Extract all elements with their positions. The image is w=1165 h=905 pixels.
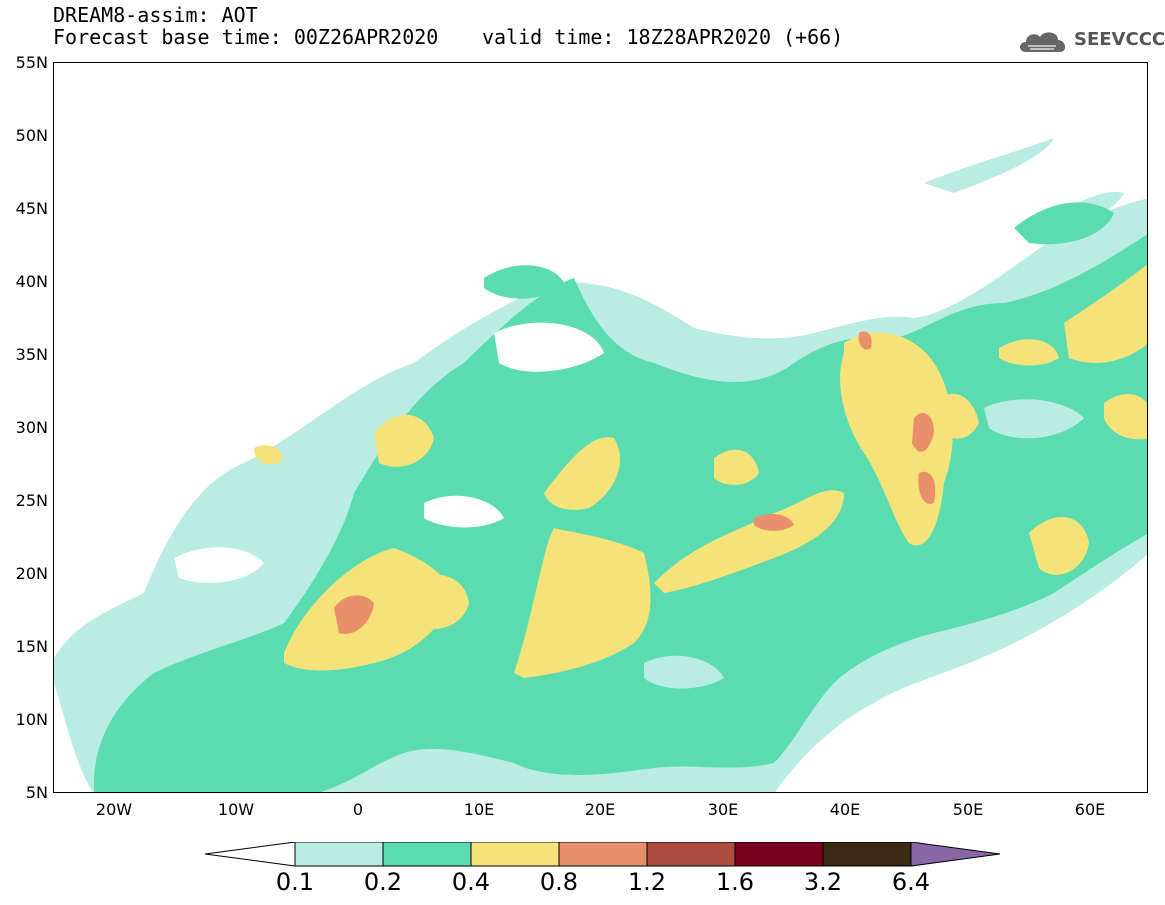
lon-label-10w: 10W xyxy=(217,800,255,819)
cloud-icon xyxy=(1020,32,1066,52)
lon-label-20w: 20W xyxy=(95,800,133,819)
lat-label-45n: 45N xyxy=(15,199,48,218)
aot-band-0.8 xyxy=(918,471,936,504)
colorbar-label: 1.6 xyxy=(715,868,755,896)
colorbar-label: 0.4 xyxy=(451,868,491,896)
aot-band-0.8 xyxy=(912,413,934,452)
lat-label-5n: 5N xyxy=(25,783,48,802)
lon-label-20e: 20E xyxy=(584,800,616,819)
aot-band-0.4 xyxy=(544,437,620,510)
aot-band-0.4 xyxy=(714,449,759,485)
valid-time: valid time: 18Z28APR2020 (+66) xyxy=(482,25,844,49)
colorbar-label: 0.2 xyxy=(363,868,403,896)
aot-band-0.4 xyxy=(654,490,844,593)
aot-band-0.4 xyxy=(1104,394,1147,440)
lat-label-25n: 25N xyxy=(15,491,48,510)
aot-band-0.1 xyxy=(494,322,604,372)
colorbar-segment-above-6.4 xyxy=(910,842,1000,867)
colorbar-label: 3.2 xyxy=(803,868,843,896)
lon-label-10e: 10E xyxy=(463,800,495,819)
colorbar-segment-1.2-1.6 xyxy=(646,842,736,867)
colorbar-segment-0.8-1.2 xyxy=(558,842,648,867)
logo-text: SEEVCCC xyxy=(1074,29,1165,50)
aot-band-0.1 xyxy=(924,138,1054,193)
aot-band-0.4 xyxy=(1029,516,1089,575)
aot-band-0.2 xyxy=(1014,202,1114,245)
lat-label-30n: 30N xyxy=(15,418,48,437)
aot-band-0.1 xyxy=(984,399,1084,439)
aot-band-0.4 xyxy=(514,528,651,678)
colorbar-segment-0.2-0.4 xyxy=(382,842,472,867)
colorbar-label: 1.2 xyxy=(627,868,667,896)
lon-label-30e: 30E xyxy=(707,800,739,819)
aot-band-0.1 xyxy=(644,655,724,689)
aot-band-0.1 xyxy=(424,495,504,528)
aot-band-0.4 xyxy=(934,393,979,439)
colorbar-segment-3.2-6.4 xyxy=(822,842,912,867)
seevccc-logo: SEEVCCC xyxy=(1016,24,1165,58)
lat-label-15n: 15N xyxy=(15,637,48,656)
aot-field xyxy=(54,138,1147,792)
aot-band-0.4 xyxy=(254,445,283,465)
colorbar-label: 6.4 xyxy=(891,868,931,896)
aot-band-0.4 xyxy=(999,339,1059,366)
colorbar-label: 0.1 xyxy=(275,868,315,896)
aot-band-0.8 xyxy=(754,513,794,531)
aot-band-0.4 xyxy=(404,574,469,630)
lat-label-10n: 10N xyxy=(15,710,48,729)
colorbar-label: 0.8 xyxy=(539,868,579,896)
colorbar-segment-0.1-0.2 xyxy=(294,842,384,867)
lon-label-50e: 50E xyxy=(952,800,984,819)
forecast-base-time: Forecast base time: 00Z26APR2020 xyxy=(53,25,439,49)
colorbar-segment-1.6-3.2 xyxy=(734,842,824,867)
aot-band-0.2 xyxy=(484,265,564,299)
lon-label-40e: 40E xyxy=(829,800,861,819)
aot-band-0.1 xyxy=(174,547,264,583)
aot-band-0.8 xyxy=(858,331,872,350)
lon-label-60e: 60E xyxy=(1074,800,1106,819)
aot-map xyxy=(53,62,1148,793)
colorbar-segment-0.4-0.8 xyxy=(470,842,560,867)
lat-label-40n: 40N xyxy=(15,272,48,291)
colorbar-segment-below-0.1 xyxy=(205,842,296,867)
aot-band-0.8 xyxy=(334,595,374,634)
lat-label-35n: 35N xyxy=(15,345,48,364)
lat-label-55n: 55N xyxy=(15,53,48,72)
aot-colorbar xyxy=(205,842,1000,867)
map-title: DREAM8-assim: AOT xyxy=(53,3,258,27)
aot-band-0.4 xyxy=(1064,264,1147,363)
lon-label-0: 0 xyxy=(352,800,364,819)
lat-label-20n: 20N xyxy=(15,564,48,583)
lat-label-50n: 50N xyxy=(15,126,48,145)
aot-band-0.4 xyxy=(374,414,434,467)
